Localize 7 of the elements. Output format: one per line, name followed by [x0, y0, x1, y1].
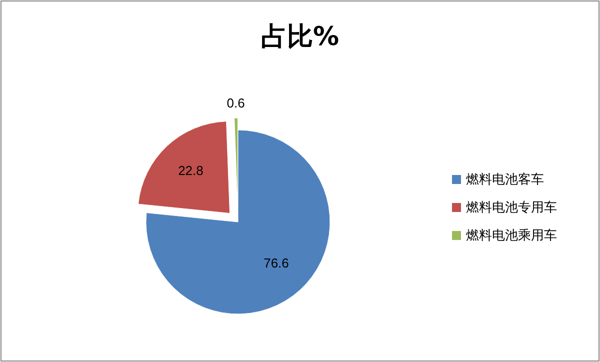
legend-label: 燃料电池乘用车 [466, 228, 557, 244]
data-label: 22.8 [178, 163, 204, 178]
data-label: 76.6 [264, 256, 289, 271]
legend-label: 燃料电池专用车 [466, 200, 557, 216]
data-label: 0.6 [226, 95, 245, 110]
legend-label: 燃料电池客车 [466, 172, 544, 188]
chart-title: 占比% [260, 22, 340, 52]
